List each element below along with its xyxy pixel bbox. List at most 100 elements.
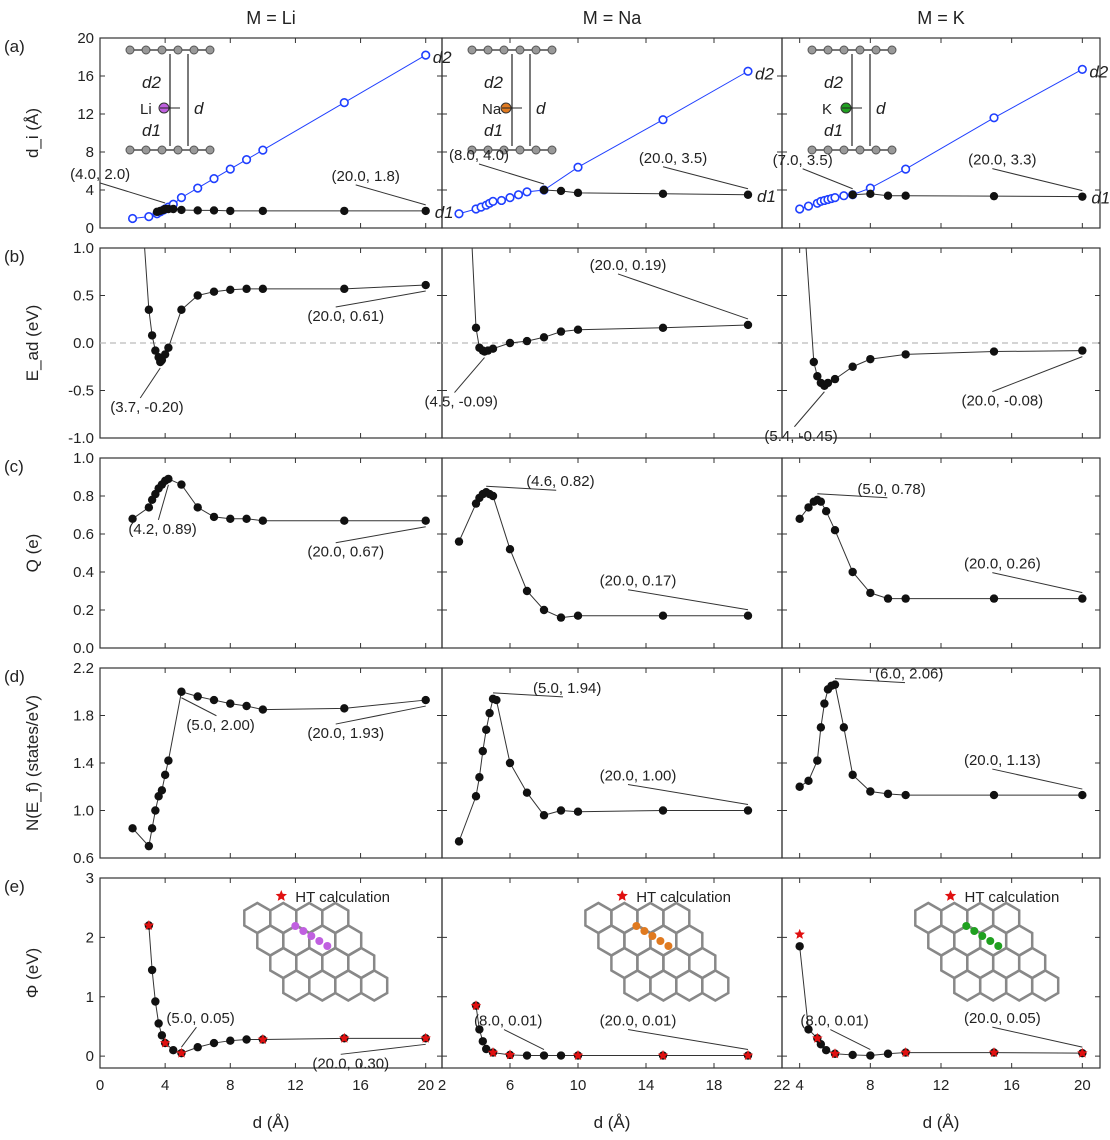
- series-label-d1: d1: [435, 203, 454, 222]
- column-title: M = K: [917, 8, 965, 28]
- y-tick-label: 1.4: [73, 755, 94, 772]
- data-point: [209, 287, 219, 296]
- inset-d1-label: d1: [142, 121, 161, 140]
- annotation-label: (20.0, 3.5): [639, 150, 707, 167]
- inset-d1-label: d1: [484, 121, 503, 140]
- plot-area: [471, 248, 753, 356]
- data-point: [209, 206, 219, 215]
- data-point: [989, 347, 999, 356]
- series-line: [799, 683, 1083, 796]
- data-point: [226, 206, 235, 216]
- legend-label: HT calculation: [295, 889, 390, 906]
- data-point: [127, 213, 138, 224]
- panel-c-1: (4.6, 0.82) (20.0, 0.17): [441, 457, 783, 649]
- ht-star: [339, 1032, 350, 1043]
- data-point: [454, 537, 464, 546]
- data-point: [556, 186, 566, 196]
- data-point: [488, 491, 498, 501]
- data-point: [478, 746, 487, 756]
- data-point: [1078, 594, 1087, 603]
- x-tick-label: 20: [1074, 1077, 1091, 1094]
- data-point: [475, 773, 484, 782]
- data-point: [485, 708, 494, 718]
- plot-frame: [781, 877, 1101, 1069]
- x-tick-label: 20: [417, 1077, 434, 1094]
- data-point: [340, 516, 349, 525]
- data-point: [658, 611, 668, 620]
- data-point: [193, 1043, 202, 1052]
- ht-star: [812, 1032, 823, 1043]
- series-line: [148, 925, 426, 1054]
- legend-label: HT calculation: [636, 889, 731, 906]
- data-point: [226, 699, 235, 708]
- panel-a-1: d2 d1 Na d2 d1 d (8.0, 4.0) (20.0, 3.5): [441, 37, 783, 229]
- data-point: [1077, 64, 1087, 74]
- annotation-label: (20.0, 0.30): [312, 1055, 389, 1072]
- data-point: [804, 1025, 813, 1034]
- data-point: [743, 611, 753, 620]
- y-tick-label: 0.8: [73, 488, 94, 505]
- annotation-arrow: [139, 367, 161, 399]
- plot-area: [470, 1000, 754, 1060]
- data-point: [556, 806, 566, 815]
- x-tick-label: 12: [287, 1077, 304, 1094]
- data-point: [151, 997, 160, 1006]
- data-point: [258, 705, 268, 714]
- data-point: [151, 346, 160, 355]
- plot-frame: [781, 457, 1101, 649]
- y-tick-label: -1.0: [68, 430, 94, 447]
- data-point: [989, 594, 999, 603]
- ht-star: [988, 1047, 1000, 1057]
- graphene-lattice-icon: [243, 901, 389, 1002]
- data-point: [522, 1051, 532, 1060]
- ht-star: [176, 1047, 187, 1058]
- data-point: [147, 331, 157, 340]
- annotation-arrow: [992, 768, 1083, 790]
- data-point: [658, 189, 668, 198]
- data-point: [522, 586, 532, 596]
- y-axis-label: Φ (eV): [23, 948, 42, 998]
- series-line: [458, 491, 748, 619]
- data-point: [226, 514, 235, 523]
- data-point: [795, 204, 805, 214]
- data-point: [176, 193, 187, 203]
- data-point: [848, 770, 857, 780]
- y-tick-label: 1.0: [73, 450, 94, 467]
- data-point: [421, 695, 430, 705]
- data-point: [830, 680, 840, 689]
- x-tick-label: 8: [866, 1077, 874, 1094]
- x-tick-label: 4: [795, 1077, 803, 1094]
- y-tick-label: 20: [77, 30, 94, 47]
- atom-icon: [664, 942, 673, 950]
- atom-icon: [291, 922, 300, 930]
- data-point: [658, 806, 668, 815]
- panel-d-2: (6.0, 2.06) (20.0, 1.13): [781, 666, 1101, 859]
- data-point: [164, 756, 173, 765]
- data-point: [169, 204, 178, 214]
- data-point: [177, 205, 186, 215]
- data-point: [866, 588, 875, 598]
- atom-icon: [970, 927, 979, 935]
- y-tick-label: 12: [77, 106, 94, 123]
- x-tick-label: 16: [1003, 1077, 1020, 1094]
- data-point: [839, 723, 849, 732]
- series-label-d2: d2: [1089, 62, 1108, 81]
- plot-area: [805, 248, 1087, 390]
- data-point: [482, 725, 491, 734]
- data-point: [144, 212, 154, 222]
- panel-e-1: 2 6 10 14 18 22 d (Å) HT calculation (8.0, 0.01)…: [438, 877, 790, 1132]
- red-star-icon: [275, 890, 287, 901]
- annotation-arrow: [817, 493, 888, 499]
- plot-frame: [99, 457, 443, 649]
- data-point: [421, 50, 431, 60]
- inset-atom-label: Na: [482, 101, 502, 118]
- panel-b-1: (4.5, -0.09) (20.0, 0.19): [425, 247, 783, 439]
- data-point: [1078, 192, 1087, 201]
- bilayer-schematic-icon: Na d2 d1 d: [467, 45, 557, 155]
- data-point: [164, 474, 173, 484]
- annotation-label: (5.0, 0.78): [857, 481, 925, 498]
- panel-c-2: (5.0, 0.78) (20.0, 0.26): [781, 457, 1101, 649]
- series-label-d2: d2: [755, 64, 774, 83]
- data-point: [556, 327, 566, 336]
